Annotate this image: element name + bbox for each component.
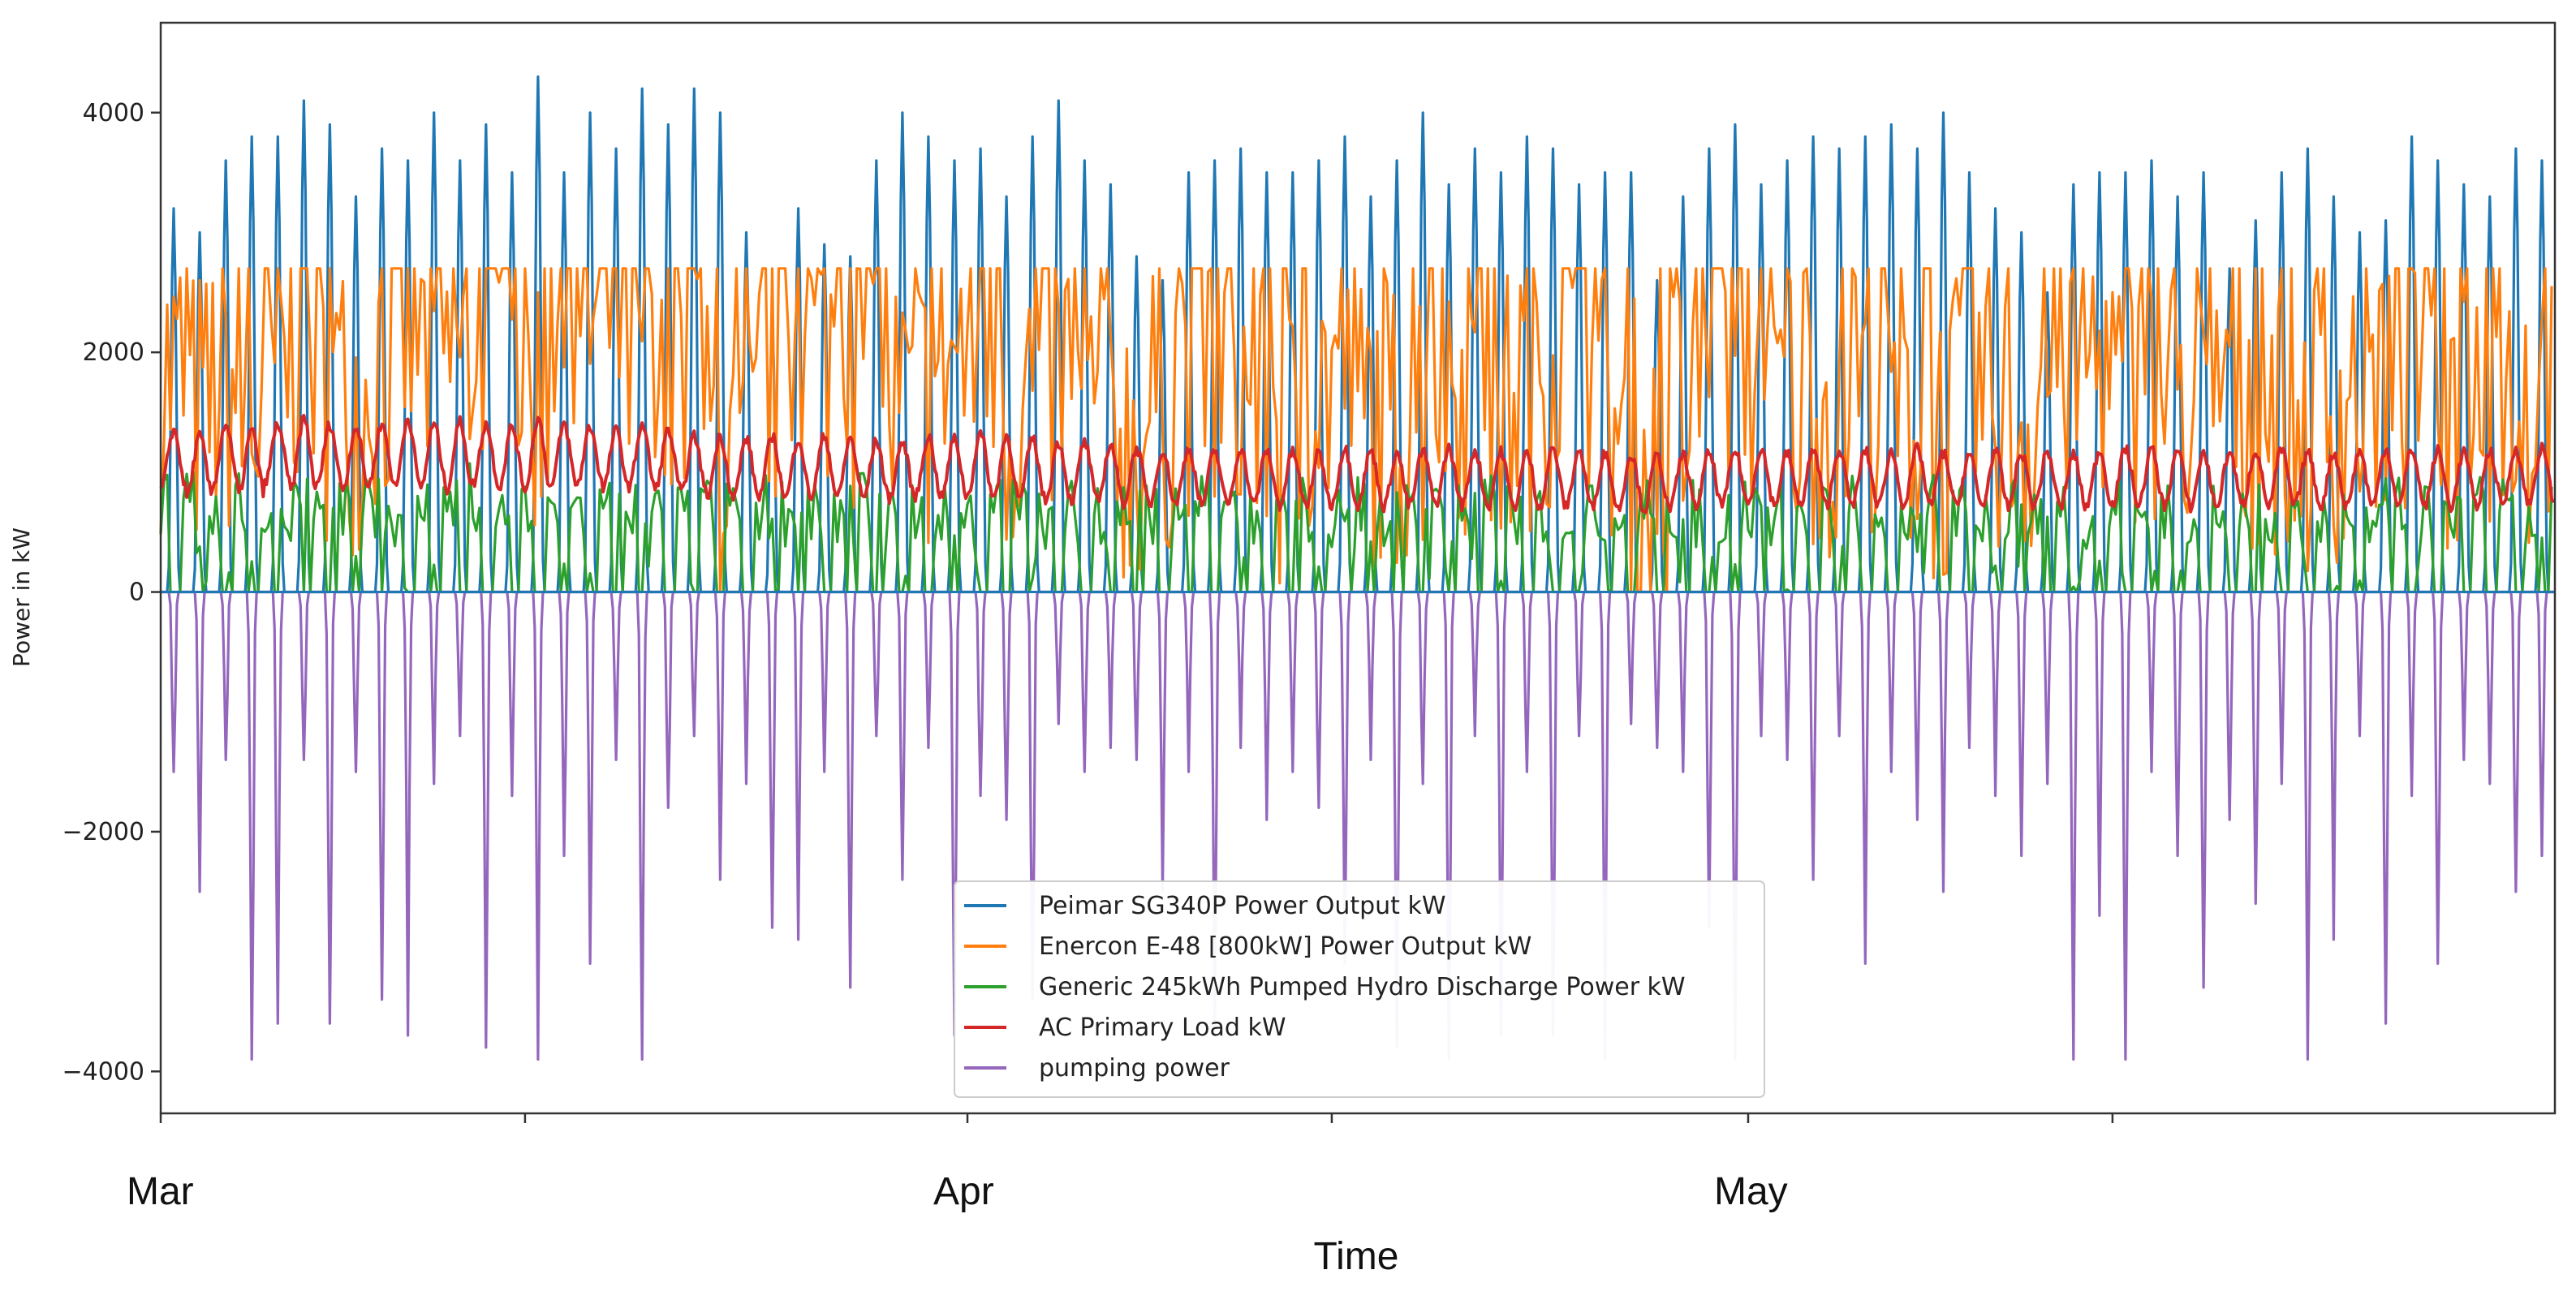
series-hydro-line	[159, 462, 2553, 594]
x-axis-label: Time	[1314, 1235, 1399, 1278]
y-tick-label: −4000	[62, 1057, 144, 1086]
legend-box	[954, 880, 1765, 1098]
legend-item-pumping: pumping power	[964, 1054, 1230, 1083]
legend: Peimar SG340P Power Output kW Enercon E-4…	[954, 880, 1765, 1098]
series-load-line	[159, 414, 2555, 514]
plot-frame	[159, 21, 2557, 1115]
series-wind-line	[159, 267, 2553, 594]
legend-label: Enercon E-48 [800kW] Power Output kW	[1039, 932, 1531, 961]
y-axis-label: Power in kW	[8, 527, 35, 667]
legend-item-hydro: Generic 245kWh Pumped Hydro Discharge Po…	[964, 973, 1686, 1001]
y-tick-label: 2000	[83, 338, 144, 367]
y-axis: 4000 2000 0 −2000 −4000	[62, 99, 161, 1086]
legend-item-load: AC Primary Load kW	[964, 1014, 1286, 1042]
x-month-label: Apr	[933, 1170, 994, 1213]
legend-item-solar: Peimar SG340P Power Output kW	[964, 892, 1446, 920]
x-month-label: May	[1714, 1170, 1788, 1213]
y-tick-label: −2000	[62, 818, 144, 846]
x-axis: Mar Apr May	[127, 1113, 2114, 1213]
legend-label: Peimar SG340P Power Output kW	[1039, 892, 1446, 920]
legend-label: pumping power	[1039, 1054, 1230, 1083]
legend-label: AC Primary Load kW	[1039, 1014, 1286, 1042]
y-tick-label: 4000	[83, 99, 144, 127]
y-tick-label: 0	[129, 579, 144, 607]
legend-item-wind: Enercon E-48 [800kW] Power Output kW	[964, 932, 1531, 961]
x-month-label: Mar	[127, 1170, 194, 1213]
legend-label: Generic 245kWh Pumped Hydro Discharge Po…	[1039, 973, 1686, 1001]
